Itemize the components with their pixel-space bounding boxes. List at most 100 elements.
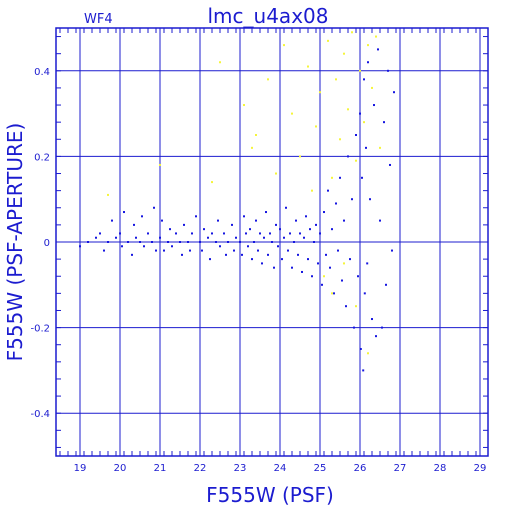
data-point — [339, 138, 341, 141]
data-point — [255, 219, 257, 222]
data-point — [159, 236, 161, 239]
data-point — [315, 223, 317, 226]
chart-title: lmc_u4ax08 — [208, 4, 329, 28]
data-point — [139, 241, 141, 243]
data-point — [163, 249, 165, 252]
data-point — [151, 241, 153, 243]
data-point — [307, 258, 309, 261]
data-point — [371, 86, 373, 89]
data-point — [357, 275, 359, 278]
data-point — [317, 262, 319, 265]
y-tick-label: -0.2 — [30, 324, 50, 335]
data-point — [291, 266, 293, 269]
data-point — [259, 232, 261, 235]
data-point — [311, 189, 313, 192]
data-point — [313, 241, 315, 243]
data-point — [225, 253, 227, 256]
data-point — [331, 176, 333, 179]
data-point — [159, 163, 161, 166]
data-point — [195, 215, 197, 218]
data-point — [281, 258, 283, 261]
data-point — [257, 249, 259, 252]
data-point — [279, 228, 281, 231]
data-point — [201, 249, 203, 252]
data-point — [241, 253, 243, 256]
x-tick-label: 28 — [434, 463, 447, 474]
data-point — [351, 198, 353, 201]
data-point — [371, 318, 373, 321]
data-point — [355, 134, 357, 136]
data-point — [325, 253, 327, 256]
data-point — [111, 219, 113, 222]
x-tick-label: 26 — [354, 463, 367, 474]
data-point — [319, 91, 321, 94]
data-point — [323, 275, 325, 278]
data-point — [363, 78, 365, 81]
data-point — [207, 236, 209, 239]
data-point — [99, 232, 101, 235]
data-point — [339, 176, 341, 179]
data-point — [133, 223, 135, 226]
data-point — [183, 223, 185, 226]
data-point — [366, 262, 369, 265]
data-point — [379, 219, 381, 222]
data-point — [323, 211, 325, 214]
data-point — [247, 245, 249, 248]
data-point — [191, 232, 193, 235]
x-tick-label: 25 — [314, 463, 327, 474]
data-point — [309, 228, 311, 231]
x-tick-label: 24 — [274, 463, 287, 474]
data-point — [375, 335, 377, 338]
data-point — [337, 249, 339, 252]
data-point — [233, 249, 235, 252]
data-point — [171, 245, 173, 248]
data-point — [363, 121, 365, 124]
data-point — [199, 241, 201, 243]
x-tick-label: 29 — [474, 463, 487, 474]
data-point — [227, 241, 229, 243]
data-point — [321, 283, 323, 286]
data-point — [373, 104, 375, 107]
data-point — [277, 245, 279, 248]
data-point — [187, 241, 189, 243]
data-point — [285, 206, 287, 209]
data-point — [103, 249, 105, 252]
y-tick-label: 0 — [44, 238, 50, 249]
data-point — [362, 369, 365, 372]
x-axis-label: F555W (PSF) — [206, 483, 334, 507]
data-point — [311, 275, 313, 278]
data-point — [219, 245, 221, 248]
data-point — [143, 245, 145, 248]
data-point — [305, 215, 307, 218]
data-point — [293, 241, 295, 243]
data-point — [255, 134, 257, 136]
data-point — [335, 202, 337, 205]
data-point — [219, 61, 221, 64]
data-point — [365, 146, 367, 149]
data-point — [135, 236, 137, 239]
data-point — [327, 39, 329, 42]
data-point — [211, 181, 213, 184]
data-point — [231, 223, 233, 226]
data-point — [203, 228, 205, 231]
data-point — [107, 241, 109, 243]
data-point — [379, 146, 381, 149]
data-point — [215, 241, 217, 243]
data-point — [303, 236, 305, 239]
data-point — [393, 91, 395, 94]
data-point — [251, 258, 253, 261]
data-point — [239, 241, 241, 243]
data-point — [95, 236, 97, 239]
data-point — [189, 249, 191, 252]
data-point — [299, 232, 301, 235]
data-point — [289, 232, 291, 235]
data-points — [79, 31, 395, 372]
x-tick-label: 21 — [154, 463, 167, 474]
data-point — [141, 215, 143, 218]
tick-marks — [56, 28, 488, 456]
data-point — [209, 258, 211, 261]
data-point — [79, 245, 81, 248]
data-point — [383, 121, 385, 124]
data-point — [301, 270, 303, 273]
